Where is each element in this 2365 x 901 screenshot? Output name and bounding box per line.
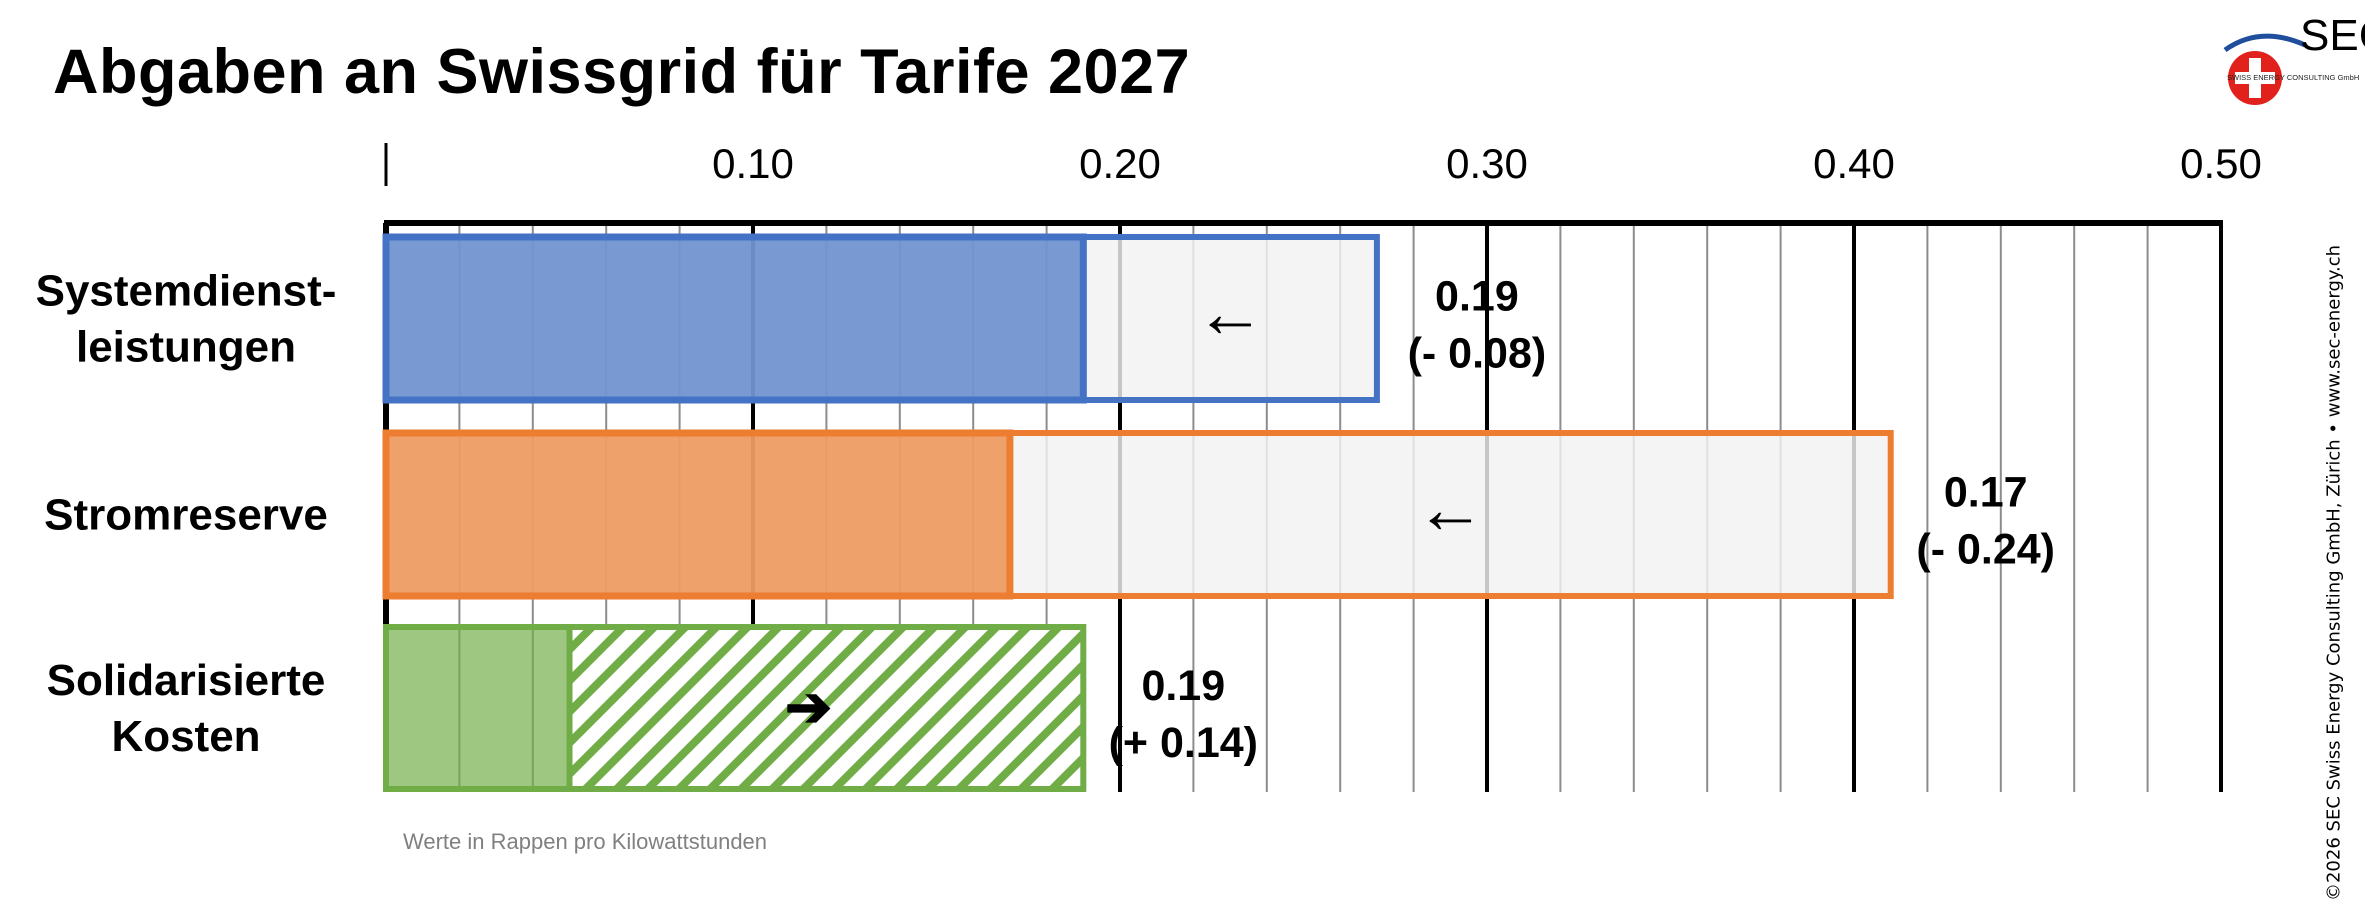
category-label: Solidarisierte [47,656,326,705]
x-tick-label: 0.50 [2180,140,2262,187]
arrow-left-icon: ← [1195,274,1265,352]
arrow-left-icon: ← [1415,470,1485,548]
previous-value-bar [383,624,573,792]
category-label: leistungen [76,323,296,372]
current-value-bar [382,233,1087,404]
chart-title: Abgaben an Swissgrid für Tarife 2027 [53,37,1191,107]
value-label: 0.19 [1435,273,1519,321]
bar-group [382,233,1380,404]
category-label: Systemdienst- [36,267,337,316]
increase-hatched-bar [566,624,1087,792]
value-label: 0.17 [1944,469,2028,517]
x-tick-label: 0.20 [1079,140,1161,187]
bar-group [382,429,1894,600]
logo-subtitle: SWISS ENERGY CONSULTING GmbH [2227,73,2359,82]
unit-footnote: Werte in Rappen pro Kilowattstunden [403,829,768,854]
change-label: (+ 0.14) [1109,719,1258,767]
x-tick-label: 0.40 [1813,140,1895,187]
x-tick-label: 0.10 [712,140,794,187]
logo-text: SEC [2300,11,2365,60]
value-label: 0.19 [1141,662,1225,710]
copyright-notice: ©2026 SEC Swiss Energy Consulting GmbH, … [2323,244,2345,901]
category-label: Stromreserve [44,491,328,540]
current-value-bar [382,429,1014,600]
category-label: Kosten [111,712,260,761]
arrow-right-icon: ➔ [785,675,832,738]
change-label: (- 0.08) [1408,330,1547,378]
change-label: (- 0.24) [1916,526,2055,574]
bar-group [383,624,1087,792]
bar-chart: 0.10 0.20 0.30 0.40 0.50 ← 0.19 (- 0.08) Systemd… [36,140,2262,792]
sec-logo: SEC SWISS ENERGY CONSULTING GmbH [2223,11,2365,105]
x-tick-label: 0.30 [1446,140,1528,187]
